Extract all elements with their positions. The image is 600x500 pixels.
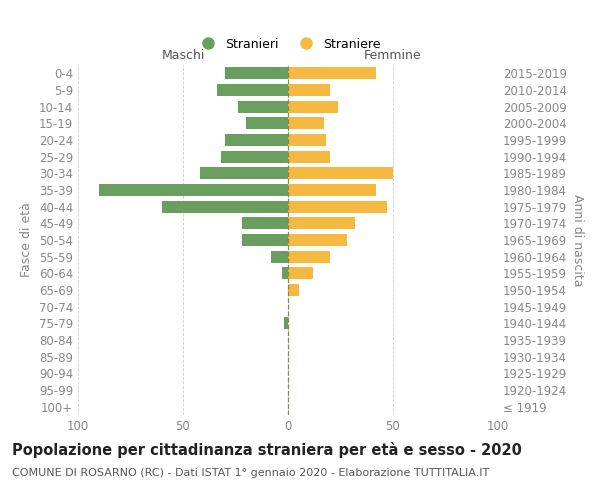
Bar [288, 250, 330, 262]
Text: Popolazione per cittadinanza straniera per età e sesso - 2020: Popolazione per cittadinanza straniera p… [12, 442, 522, 458]
Y-axis label: Anni di nascita: Anni di nascita [571, 194, 584, 286]
Bar [288, 100, 338, 112]
Bar [282, 268, 288, 280]
Bar [288, 168, 393, 179]
Bar [288, 200, 387, 212]
Bar [200, 168, 288, 179]
Bar [238, 100, 288, 112]
Y-axis label: Fasce di età: Fasce di età [20, 202, 34, 278]
Text: Maschi: Maschi [161, 48, 205, 62]
Bar [242, 234, 288, 246]
Bar [221, 150, 288, 162]
Text: Femmine: Femmine [364, 48, 422, 62]
Bar [288, 284, 299, 296]
Legend: Stranieri, Straniere: Stranieri, Straniere [190, 32, 386, 56]
Bar [284, 318, 288, 330]
Bar [288, 234, 347, 246]
Bar [271, 250, 288, 262]
Bar [288, 268, 313, 280]
Bar [99, 184, 288, 196]
Bar [217, 84, 288, 96]
Text: COMUNE DI ROSARNO (RC) - Dati ISTAT 1° gennaio 2020 - Elaborazione TUTTITALIA.IT: COMUNE DI ROSARNO (RC) - Dati ISTAT 1° g… [12, 468, 489, 477]
Bar [288, 150, 330, 162]
Bar [246, 118, 288, 130]
Bar [288, 68, 376, 80]
Bar [225, 134, 288, 146]
Bar [288, 84, 330, 96]
Bar [162, 200, 288, 212]
Bar [288, 134, 326, 146]
Bar [225, 68, 288, 80]
Bar [288, 118, 324, 130]
Bar [288, 218, 355, 230]
Bar [242, 218, 288, 230]
Bar [288, 184, 376, 196]
